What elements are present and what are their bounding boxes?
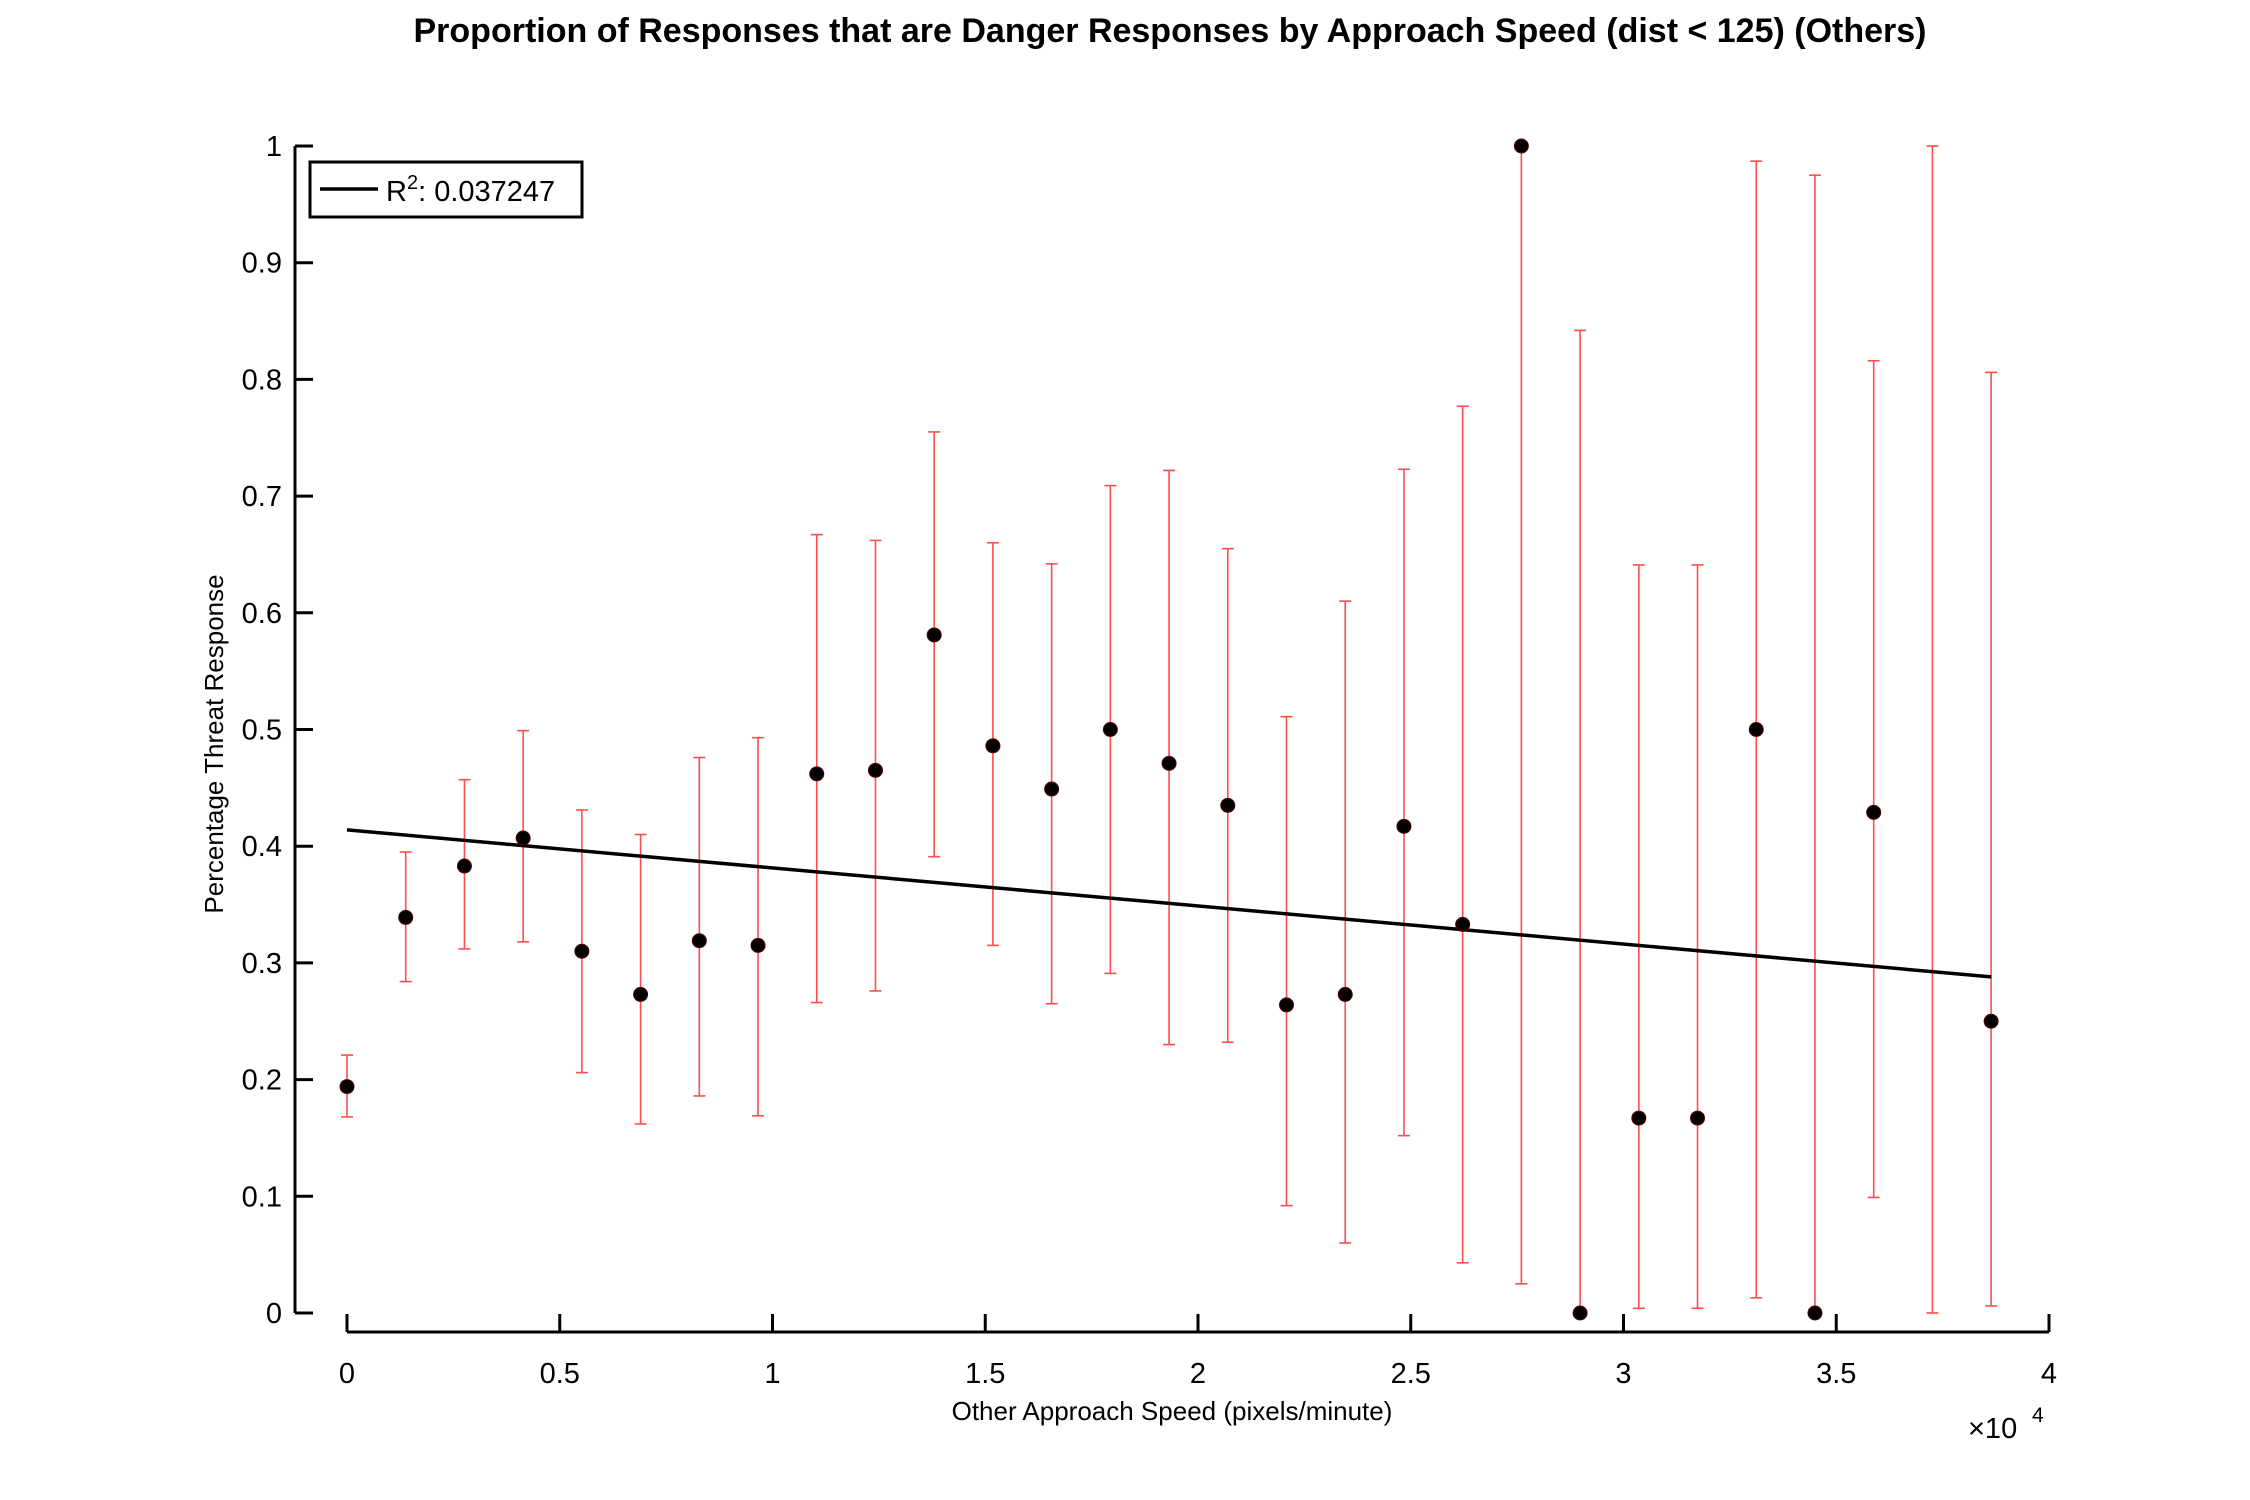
legend-box [308,160,584,219]
y-tick-label: 0.1 [242,1181,282,1213]
data-point [750,937,766,953]
error-bar [1456,405,1469,1264]
legend-label: R2: 0.037247 [386,172,555,208]
data-point [398,909,414,925]
data-point [1748,722,1764,737]
data-point [633,986,649,1002]
data-point [1337,986,1353,1002]
regression-line [346,828,1992,979]
x-tick-label: 4 [2041,1358,2057,1390]
data-point [1983,1013,1999,1029]
x-tick-label: 1.5 [965,1358,1005,1390]
data-point [1807,1305,1823,1321]
x-tick-label: 3 [1615,1358,1631,1390]
y-axis-label: Percentage Threat Response [199,574,229,913]
chart-title: Proportion of Responses that are Danger … [414,12,1927,50]
y-tick-label: 0.7 [242,481,282,513]
x-tick-label: 2.5 [1391,1358,1431,1390]
x-exponent-power: 4 [2032,1404,2044,1427]
y-tick-label: 0.5 [242,715,282,747]
data-point [926,627,942,643]
error-bar [693,756,706,1097]
data-point [867,762,883,778]
data-point [809,766,825,782]
error-bar [1280,715,1293,1207]
error-bar [1221,547,1234,1044]
x-ticks: 0 0.5 1 1.5 2 2.5 3 3.5 4 [339,1314,2057,1390]
legend: R2: 0.037247 [308,160,584,219]
x-tick-label: 2 [1190,1358,1206,1390]
data-point [1396,818,1412,834]
fit-layer [346,828,1992,979]
error-bar [1691,564,1704,1310]
data-point [1866,804,1882,820]
legend-label-value: : 0.037247 [418,176,555,208]
error-bar [1632,564,1645,1310]
y-tick-label: 0.9 [242,248,282,280]
error-bar [634,833,647,1125]
data-point [691,933,707,949]
y-tick-label: 1 [266,131,282,163]
data-point [456,858,472,874]
y-tick-label: 0.6 [242,598,282,630]
points-layer [339,138,1999,1321]
legend-label-prefix: R [386,176,407,208]
data-point [985,738,1001,754]
data-point [1279,997,1295,1013]
data-point [1161,755,1177,771]
error-bar [1867,359,1880,1199]
data-point [1044,781,1060,797]
x-tick-label: 1 [764,1358,780,1390]
y-tick-label: 0.8 [242,364,282,396]
data-point [1572,1305,1588,1321]
errorbars-layer [341,145,1998,1314]
data-point [1220,797,1236,813]
error-bar [928,431,941,858]
data-point [515,830,531,846]
y-tick-label: 0.3 [242,948,282,980]
error-bar [1397,468,1410,1137]
data-point [1631,1110,1647,1126]
legend-label-sup: 2 [407,172,418,194]
error-bar [575,809,588,1074]
error-bar [1808,174,1821,1314]
x-exponent: ×10 4 [1968,1404,2044,1445]
data-point [1455,916,1471,932]
x-tick-label: 3.5 [1816,1358,1856,1390]
axes-layer [293,146,2049,1334]
error-bar [1339,600,1352,1244]
error-bar [1515,145,1528,1285]
data-point [1102,722,1118,737]
y-ticks: 0 0.1 0.2 0.3 0.4 0.5 0.6 0.7 0.8 0.9 1 [242,131,313,1330]
y-tick-label: 0 [266,1298,282,1330]
x-exponent-base: ×10 [1968,1413,2017,1445]
data-point [339,1079,355,1095]
x-tick-label: 0 [339,1358,355,1390]
x-axis-label: Other Approach Speed (pixels/minute) [952,1396,1393,1426]
x-tick-label: 0.5 [540,1358,580,1390]
data-point [574,943,590,959]
error-bar [1574,329,1587,1314]
error-bar [1985,371,1998,1307]
error-bar [1926,145,1939,1314]
error-bar [752,736,765,1117]
data-point [1513,138,1529,154]
y-tick-label: 0.4 [242,831,282,863]
y-tick-label: 0.2 [242,1065,282,1097]
data-point [1690,1110,1706,1126]
